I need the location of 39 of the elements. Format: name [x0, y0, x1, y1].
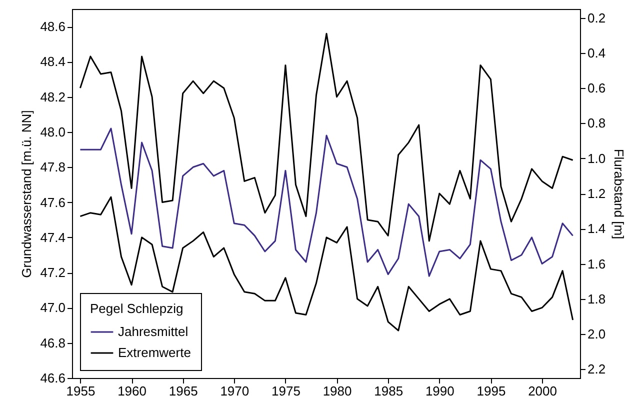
y2-tick-label: 2.2 [588, 362, 606, 377]
x-tick-label: 1990 [425, 384, 454, 398]
legend-title: Pegel Schlepzig [90, 301, 184, 316]
y-tick-label: 47.4 [40, 230, 66, 245]
y-tick-label: 48.6 [40, 19, 66, 34]
y-tick-label: 48.2 [40, 89, 66, 104]
y2-tick-label: 1.4 [588, 221, 606, 236]
y2-tick-label: 0.2 [588, 10, 606, 26]
y2-tick-label: 1.2 [588, 186, 606, 201]
legend-label: Jahresmittel [118, 324, 188, 339]
y-tick-label: 46.6 [40, 370, 66, 386]
y-tick-label: 48.4 [40, 54, 66, 70]
y2-tick-label: 2.0 [588, 326, 606, 342]
x-tick-label: 1985 [374, 384, 404, 398]
y2-tick-label: 1.8 [588, 291, 606, 306]
y-tick-label: 46.8 [40, 335, 66, 350]
y2-tick-label: 0.8 [588, 116, 606, 131]
y2-tick-label: 0.6 [588, 80, 606, 96]
x-tick-label: 1955 [66, 384, 96, 398]
y-tick-label: 47.2 [40, 265, 66, 280]
y-axis-title: Grundwasserstand [m.ü. NN] [19, 110, 34, 278]
line-series [79, 128, 574, 277]
y-tick-label: 47.0 [40, 300, 66, 316]
line-series [79, 32, 574, 242]
y-tick-label: 48.0 [40, 124, 66, 140]
x-tick-label: 1965 [168, 384, 198, 398]
x-tick-label: 1960 [118, 384, 146, 398]
y2-tick-label: 1.6 [588, 256, 606, 272]
y2-tick-label: 0.4 [588, 45, 606, 60]
y2-axis-title: Flurabstand [m] [612, 148, 627, 240]
x-tick-label: 1995 [476, 384, 506, 398]
legend-label: Extremwerte [118, 345, 191, 360]
x-tick-label: 2000 [528, 384, 557, 398]
y-tick-label: 47.6 [40, 194, 66, 210]
y2-tick-label: 1.0 [588, 150, 606, 166]
x-tick-label: 1975 [272, 384, 300, 398]
x-tick-label: 1970 [220, 384, 250, 398]
x-tick-label: 1980 [322, 384, 352, 398]
y-tick-label: 47.8 [40, 160, 66, 175]
